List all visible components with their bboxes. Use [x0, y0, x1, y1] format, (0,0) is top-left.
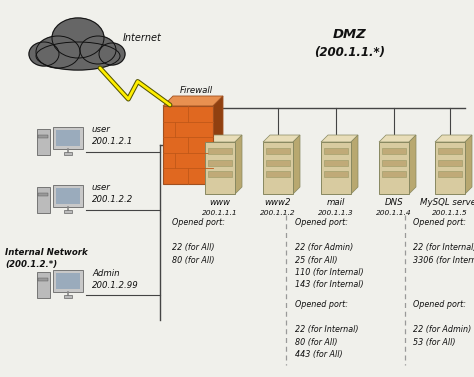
Bar: [324, 171, 348, 177]
Text: 200.1.1.1: 200.1.1.1: [202, 210, 238, 216]
Polygon shape: [213, 96, 223, 184]
Polygon shape: [465, 135, 472, 194]
Bar: [208, 148, 232, 155]
Bar: [438, 171, 462, 177]
Bar: [56, 188, 80, 204]
Text: Opened port:

22 (for Admin)
53 (for All): Opened port: 22 (for Admin) 53 (for All): [413, 300, 471, 346]
Polygon shape: [321, 142, 351, 194]
Polygon shape: [163, 96, 223, 106]
Bar: [53, 184, 83, 207]
Polygon shape: [293, 135, 300, 194]
Bar: [36, 187, 50, 213]
Polygon shape: [379, 142, 409, 194]
Bar: [64, 295, 72, 297]
Bar: [382, 148, 406, 155]
Text: user: user: [92, 184, 111, 193]
Text: 200.1.1.2: 200.1.1.2: [260, 210, 296, 216]
Bar: [36, 129, 50, 155]
Text: 200.1.2.2: 200.1.2.2: [92, 196, 133, 204]
Text: 200.1.1.3: 200.1.1.3: [318, 210, 354, 216]
Bar: [64, 152, 72, 155]
Bar: [382, 171, 406, 177]
Polygon shape: [379, 135, 416, 142]
Bar: [56, 130, 80, 146]
Bar: [208, 171, 232, 177]
Bar: [266, 148, 290, 155]
Text: 200.1.1.4: 200.1.1.4: [376, 210, 412, 216]
Bar: [438, 148, 462, 155]
Polygon shape: [205, 142, 235, 194]
Polygon shape: [263, 135, 300, 142]
Polygon shape: [351, 135, 358, 194]
Bar: [208, 160, 232, 166]
Ellipse shape: [36, 36, 80, 68]
Bar: [324, 160, 348, 166]
Bar: [38, 279, 48, 282]
Bar: [266, 160, 290, 166]
Polygon shape: [163, 106, 213, 184]
Bar: [53, 270, 83, 291]
Text: (200.1.1.*): (200.1.1.*): [315, 46, 385, 59]
Text: DMZ: DMZ: [333, 28, 367, 41]
Text: Opened port:

22 (for Admin)
25 (for All)
110 (for Internal)
143 (for Internal): Opened port: 22 (for Admin) 25 (for All)…: [295, 218, 364, 290]
Text: Firewall: Firewall: [180, 86, 212, 95]
Bar: [64, 210, 72, 213]
Text: www2: www2: [265, 198, 291, 207]
Polygon shape: [409, 135, 416, 194]
Polygon shape: [205, 135, 242, 142]
Ellipse shape: [29, 42, 59, 66]
Bar: [38, 135, 48, 138]
Text: Internal Network
(200.1.2.*): Internal Network (200.1.2.*): [5, 248, 88, 269]
Bar: [56, 273, 80, 288]
Text: Admin: Admin: [92, 268, 119, 277]
Text: Opened port:

22 (for All)
80 (for All): Opened port: 22 (for All) 80 (for All): [172, 218, 225, 265]
Text: Internet: Internet: [123, 33, 162, 43]
Text: 200.1.1.5: 200.1.1.5: [432, 210, 468, 216]
Bar: [438, 160, 462, 166]
Bar: [382, 160, 406, 166]
Bar: [53, 127, 83, 149]
Polygon shape: [435, 135, 472, 142]
Ellipse shape: [52, 18, 104, 58]
Text: DNS: DNS: [385, 198, 403, 207]
Ellipse shape: [80, 36, 116, 64]
Text: mail: mail: [327, 198, 345, 207]
Polygon shape: [235, 135, 242, 194]
Ellipse shape: [36, 42, 120, 70]
Bar: [324, 148, 348, 155]
Text: 200.1.2.99: 200.1.2.99: [92, 280, 139, 290]
Polygon shape: [435, 142, 465, 194]
Polygon shape: [321, 135, 358, 142]
Bar: [266, 171, 290, 177]
Bar: [36, 272, 50, 297]
Text: user: user: [92, 126, 111, 135]
Text: 200.1.2.1: 200.1.2.1: [92, 138, 133, 147]
Text: Opened port:

22 (for Internal)
80 (for All)
443 (for All): Opened port: 22 (for Internal) 80 (for A…: [295, 300, 358, 359]
Polygon shape: [263, 142, 293, 194]
Text: Opened port:

22 (for Internal)
3306 (for Internal): Opened port: 22 (for Internal) 3306 (for…: [413, 218, 474, 265]
Ellipse shape: [99, 43, 125, 65]
Text: www: www: [210, 198, 230, 207]
Text: MySQL server: MySQL server: [420, 198, 474, 207]
Bar: [38, 193, 48, 196]
